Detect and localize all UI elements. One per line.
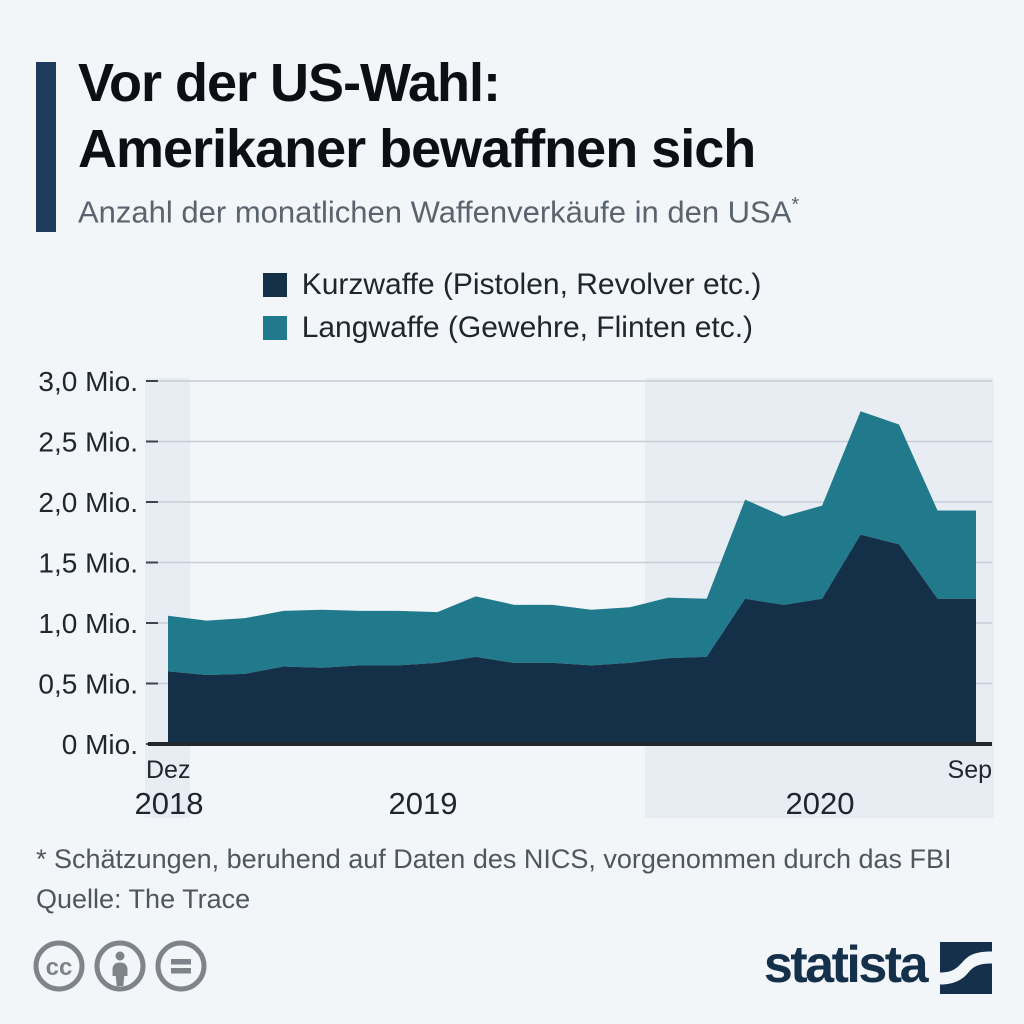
chart-footnote: * Schätzungen, beruhend auf Daten des NI… <box>36 844 952 874</box>
y-axis-label: 3,0 Mio. <box>38 366 138 397</box>
attribution-icon[interactable] <box>93 939 147 993</box>
footnote-marker: * <box>791 194 800 216</box>
chart-source: Quelle: The Trace <box>36 884 251 914</box>
title-accent-bar <box>36 62 56 232</box>
x-axis-label-2020: 2020 <box>786 786 855 821</box>
no-derivatives-icon[interactable] <box>154 939 208 993</box>
x-axis-label-2019: 2019 <box>389 786 458 821</box>
legend-swatch-kurzwaffe <box>262 273 287 297</box>
legend-item-kurzwaffe: Kurzwaffe (Pistolen, Revolver etc.) <box>262 268 762 302</box>
legend-item-langwaffe: Langwaffe (Gewehre, Flinten etc.) <box>262 311 754 345</box>
license-icons: cc <box>32 939 208 993</box>
y-axis-label: 1,0 Mio. <box>38 608 138 639</box>
highlight-band-dez-2018 <box>145 378 190 818</box>
area-kurzwaffe <box>168 534 976 744</box>
cc-icon[interactable]: cc <box>32 939 86 993</box>
legend-swatch-langwaffe <box>262 316 287 340</box>
title-line2: Amerikaner bewaffnen sich <box>78 119 756 179</box>
x-axis-label-dez: Dez <box>146 756 190 784</box>
page-title: Vor der US-Wahl: Amerikaner bewaffnen si… <box>78 50 998 182</box>
x-axis-line <box>148 742 992 746</box>
svg-text:cc: cc <box>46 954 73 981</box>
statista-logo[interactable]: statista <box>764 936 992 994</box>
x-axis-label-2018: 2018 <box>135 786 204 821</box>
y-axis-label: 2,0 Mio. <box>38 487 138 518</box>
legend-label-kurzwaffe: Kurzwaffe (Pistolen, Revolver etc.) <box>301 268 762 301</box>
y-axis-label: 1,5 Mio. <box>38 548 138 579</box>
y-axis-label: 2,5 Mio. <box>38 427 138 458</box>
legend-label-langwaffe: Langwaffe (Gewehre, Flinten etc.) <box>301 311 754 344</box>
title-line1: Vor der US-Wahl: <box>78 53 501 113</box>
y-axis-label: 0,5 Mio. <box>38 669 138 700</box>
statista-wordmark: statista <box>763 936 929 994</box>
y-axis-label: 0 Mio. <box>62 729 138 760</box>
x-axis-label-sep: Sep <box>948 756 992 784</box>
statista-logomark-icon <box>940 942 992 994</box>
page-subtitle: Anzahl der monatlichen Waffenverkäufe in… <box>78 194 800 230</box>
chart-legend: Kurzwaffe (Pistolen, Revolver etc.) Lang… <box>0 268 1024 345</box>
area-langwaffe <box>168 411 976 676</box>
